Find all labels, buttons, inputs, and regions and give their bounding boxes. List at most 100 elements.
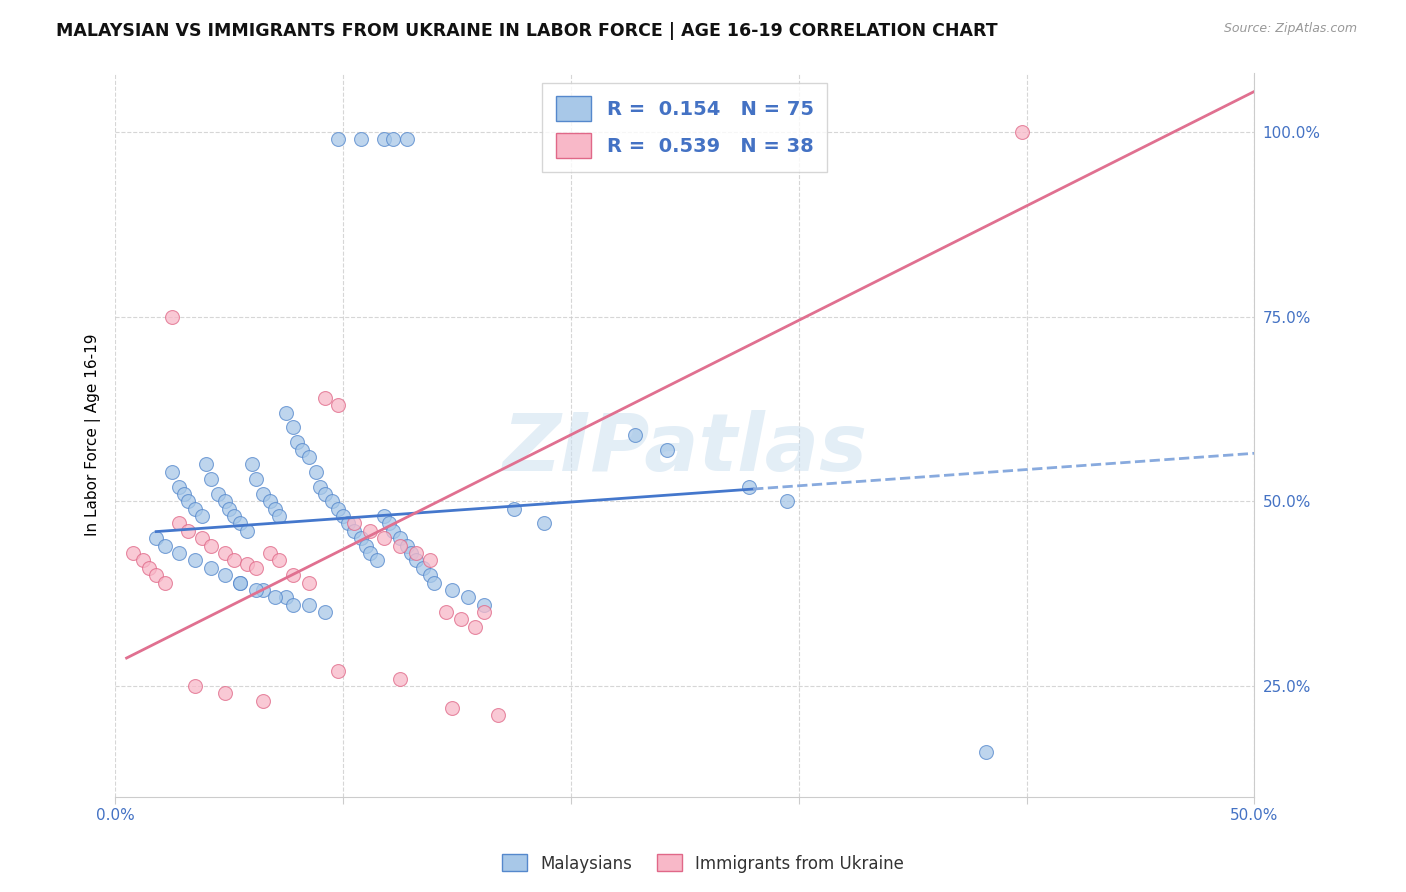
Point xyxy=(167,516,190,531)
Point xyxy=(388,539,411,553)
Point xyxy=(191,509,214,524)
Point xyxy=(252,487,274,501)
Point xyxy=(167,546,190,560)
Point xyxy=(350,531,373,545)
Point xyxy=(222,553,245,567)
Point xyxy=(336,516,359,531)
Point xyxy=(214,686,236,700)
Point xyxy=(298,598,321,612)
Point xyxy=(259,494,281,508)
Point xyxy=(155,539,177,553)
Legend: R =  0.154   N = 75, R =  0.539   N = 38: R = 0.154 N = 75, R = 0.539 N = 38 xyxy=(543,83,827,171)
Point xyxy=(281,420,304,434)
Point xyxy=(195,458,218,472)
Point xyxy=(309,479,332,493)
Point xyxy=(263,501,285,516)
Point xyxy=(138,560,160,574)
Point xyxy=(222,509,245,524)
Point xyxy=(314,391,336,405)
Point xyxy=(405,553,427,567)
Point xyxy=(419,553,441,567)
Point xyxy=(395,539,418,553)
Point xyxy=(155,575,177,590)
Point xyxy=(305,465,328,479)
Point xyxy=(354,539,377,553)
Y-axis label: In Labor Force | Age 16-19: In Labor Force | Age 16-19 xyxy=(86,334,101,536)
Point xyxy=(160,465,183,479)
Point xyxy=(450,612,472,626)
Point xyxy=(122,546,145,560)
Point xyxy=(167,479,190,493)
Point xyxy=(486,708,509,723)
Point xyxy=(373,531,395,545)
Point xyxy=(343,516,366,531)
Point xyxy=(269,509,291,524)
Point xyxy=(214,494,236,508)
Point xyxy=(245,560,267,574)
Point xyxy=(974,745,997,759)
Point xyxy=(298,450,321,464)
Point xyxy=(441,701,464,715)
Point xyxy=(321,494,343,508)
Point xyxy=(373,132,395,146)
Point xyxy=(472,605,495,619)
Point xyxy=(776,494,799,508)
Point xyxy=(405,546,427,560)
Point xyxy=(623,427,645,442)
Point xyxy=(218,501,240,516)
Point xyxy=(191,531,214,545)
Point xyxy=(298,575,321,590)
Point xyxy=(229,575,252,590)
Point xyxy=(332,509,354,524)
Point xyxy=(373,509,395,524)
Point xyxy=(314,487,336,501)
Point xyxy=(533,516,555,531)
Point xyxy=(145,568,167,582)
Point xyxy=(214,546,236,560)
Text: Source: ZipAtlas.com: Source: ZipAtlas.com xyxy=(1223,22,1357,36)
Point xyxy=(229,575,252,590)
Point xyxy=(328,664,350,678)
Point xyxy=(177,524,200,538)
Point xyxy=(1011,125,1033,139)
Point xyxy=(328,398,350,412)
Point xyxy=(464,620,486,634)
Point xyxy=(412,560,434,574)
Point xyxy=(737,479,759,493)
Point xyxy=(359,546,381,560)
Point xyxy=(388,672,411,686)
Point xyxy=(419,568,441,582)
Point xyxy=(388,531,411,545)
Point xyxy=(252,582,274,597)
Point xyxy=(274,591,297,605)
Point xyxy=(655,442,678,457)
Point xyxy=(184,553,207,567)
Point xyxy=(281,568,304,582)
Point xyxy=(173,487,195,501)
Text: ZIPatlas: ZIPatlas xyxy=(502,410,868,488)
Point xyxy=(252,694,274,708)
Point xyxy=(207,487,229,501)
Point xyxy=(359,524,381,538)
Point xyxy=(366,553,388,567)
Point xyxy=(263,591,285,605)
Point xyxy=(269,553,291,567)
Point xyxy=(131,553,153,567)
Point xyxy=(200,560,222,574)
Point xyxy=(184,501,207,516)
Point xyxy=(200,472,222,486)
Point xyxy=(177,494,200,508)
Point xyxy=(145,531,167,545)
Point xyxy=(441,582,464,597)
Text: MALAYSIAN VS IMMIGRANTS FROM UKRAINE IN LABOR FORCE | AGE 16-19 CORRELATION CHAR: MALAYSIAN VS IMMIGRANTS FROM UKRAINE IN … xyxy=(56,22,998,40)
Point xyxy=(200,539,222,553)
Point xyxy=(236,557,259,571)
Point xyxy=(503,501,526,516)
Point xyxy=(343,524,366,538)
Point xyxy=(281,598,304,612)
Point xyxy=(245,472,267,486)
Point xyxy=(472,598,495,612)
Point xyxy=(184,679,207,693)
Point xyxy=(287,435,309,450)
Point xyxy=(401,546,423,560)
